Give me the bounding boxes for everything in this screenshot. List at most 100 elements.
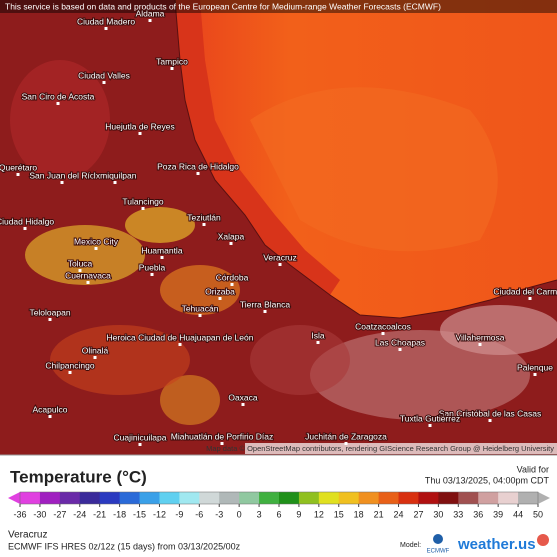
colorbar-swatch: [518, 492, 539, 504]
city-marker: [93, 356, 97, 359]
colorbar-tick-label: -9: [175, 509, 183, 519]
city-label: Tampico: [156, 56, 188, 66]
city-marker: [220, 442, 224, 445]
hot-area: [25, 225, 145, 285]
city-label: Ciudad Valles: [78, 70, 130, 80]
brand-logo: [537, 534, 549, 546]
city-label: Xalapa: [218, 231, 245, 241]
map-credit: Map data © OpenStreetMap contributors, r…: [206, 444, 554, 453]
city-marker: [94, 247, 98, 250]
colorbar-tick-label: 15: [334, 509, 344, 519]
valid-time: Thu 03/13/2025, 04:00pm CDT: [425, 475, 550, 485]
coastal-sea: [175, 0, 340, 295]
hot-area: [160, 265, 240, 315]
colorbar-swatch: [259, 492, 280, 504]
city-label: Las Choapas: [375, 337, 425, 347]
city-marker: [48, 415, 52, 418]
colorbar-swatch: [358, 492, 380, 504]
city-label: Toluca: [68, 258, 93, 268]
city-label: Villahermosa: [456, 332, 505, 342]
hot-area: [125, 207, 195, 243]
colorbar-swatch: [418, 492, 439, 504]
city-label: Ixmiquilpan: [94, 170, 137, 180]
colorbar-swatch: [159, 492, 180, 504]
mild-area: [440, 305, 557, 355]
colorbar-tick-label: 44: [513, 509, 523, 519]
colorbar-tick-label: 27: [413, 509, 423, 519]
colorbar-swatch: [79, 492, 101, 504]
city-label: Poza Rica de Hidalgo: [157, 161, 239, 171]
city-marker: [150, 273, 154, 276]
colorbar-swatch: [59, 492, 81, 504]
colorbar-swatch: [398, 492, 419, 504]
colorbar-tick-label: -18: [113, 509, 126, 519]
city-marker: [263, 310, 267, 313]
colorbar-tick-label: 36: [473, 509, 483, 519]
colorbar-swatch: [119, 492, 141, 504]
colorbar-swatch: [199, 492, 220, 504]
colorbar-tick-label: 30: [433, 509, 443, 519]
city-marker: [230, 283, 234, 286]
colorbar-tick-label: 18: [354, 509, 364, 519]
valid-label: Valid for: [517, 464, 549, 474]
colorbar-tick-label: 24: [394, 509, 404, 519]
colorbar-swatch: [318, 492, 340, 504]
colorbar-tick-label: -27: [53, 509, 66, 519]
city-label: Mexico City: [74, 236, 119, 246]
city-label: Oaxaca: [228, 392, 258, 402]
city-marker: [104, 27, 108, 30]
city-marker: [160, 256, 164, 259]
city-label: Veracruz: [263, 252, 297, 262]
hot-area: [160, 375, 220, 425]
city-label: Olinalá: [82, 345, 109, 355]
city-marker: [202, 223, 206, 226]
city-marker: [196, 172, 200, 175]
city-label: Juchitán de Zaragoza: [305, 431, 387, 441]
city-label: Heroica Ciudad de Huajuapan de León: [107, 332, 254, 342]
colorbar-swatch: [279, 492, 300, 504]
colorbar-tick-label: -24: [73, 509, 86, 519]
colorbar-tick-label: 50: [533, 509, 543, 519]
city-marker: [533, 373, 537, 376]
city-label: Cuernavaca: [65, 270, 111, 280]
city-label: Cuajinicuilapa: [114, 432, 167, 442]
attribution-bar: [0, 0, 557, 13]
city-marker: [48, 318, 52, 321]
brand[interactable]: weather.us: [457, 536, 536, 553]
colorbar-swatch: [39, 492, 61, 504]
city-label: Miahuatlán de Porfirio Díaz: [171, 431, 274, 441]
city-marker: [102, 81, 106, 84]
city-label: Palenque: [517, 362, 553, 372]
city-marker: [141, 207, 145, 210]
ecmwf-logo: [433, 534, 443, 544]
city-label: Tehuacán: [182, 303, 219, 313]
sea-warm-patch: [250, 87, 498, 252]
colorbar-tick-label: -15: [133, 509, 146, 519]
warm-area: [10, 60, 110, 180]
city-marker: [170, 67, 174, 70]
city-marker: [178, 343, 182, 346]
city-marker: [278, 263, 282, 266]
city-marker: [488, 419, 492, 422]
city-marker: [241, 403, 245, 406]
city-marker: [113, 181, 117, 184]
colorbar-tick-label: 33: [453, 509, 463, 519]
city-label: Orizaba: [205, 286, 235, 296]
city-marker: [68, 371, 72, 374]
colorbar-arrow-low: [8, 492, 20, 504]
city-label: Tierra Blanca: [240, 299, 291, 309]
map[interactable]: This service is based on data and produc…: [0, 0, 557, 455]
model-run: ECMWF IFS HRES 0z/12z (15 days) from 03/…: [8, 541, 241, 551]
model-name: ECMWF: [427, 549, 450, 555]
colorbar-swatch: [239, 492, 260, 504]
city-label: Ciudad Madero: [77, 16, 135, 26]
colorbar-tick-label: -36: [13, 509, 26, 519]
city-label: Ciudad Hidalgo: [0, 216, 54, 226]
city-label: Ciudad del Carmen: [493, 286, 557, 296]
city-marker: [56, 102, 60, 105]
colorbar-tick-label: 12: [314, 509, 324, 519]
city-label: Tulancingo: [122, 196, 164, 206]
city-marker: [428, 424, 432, 427]
